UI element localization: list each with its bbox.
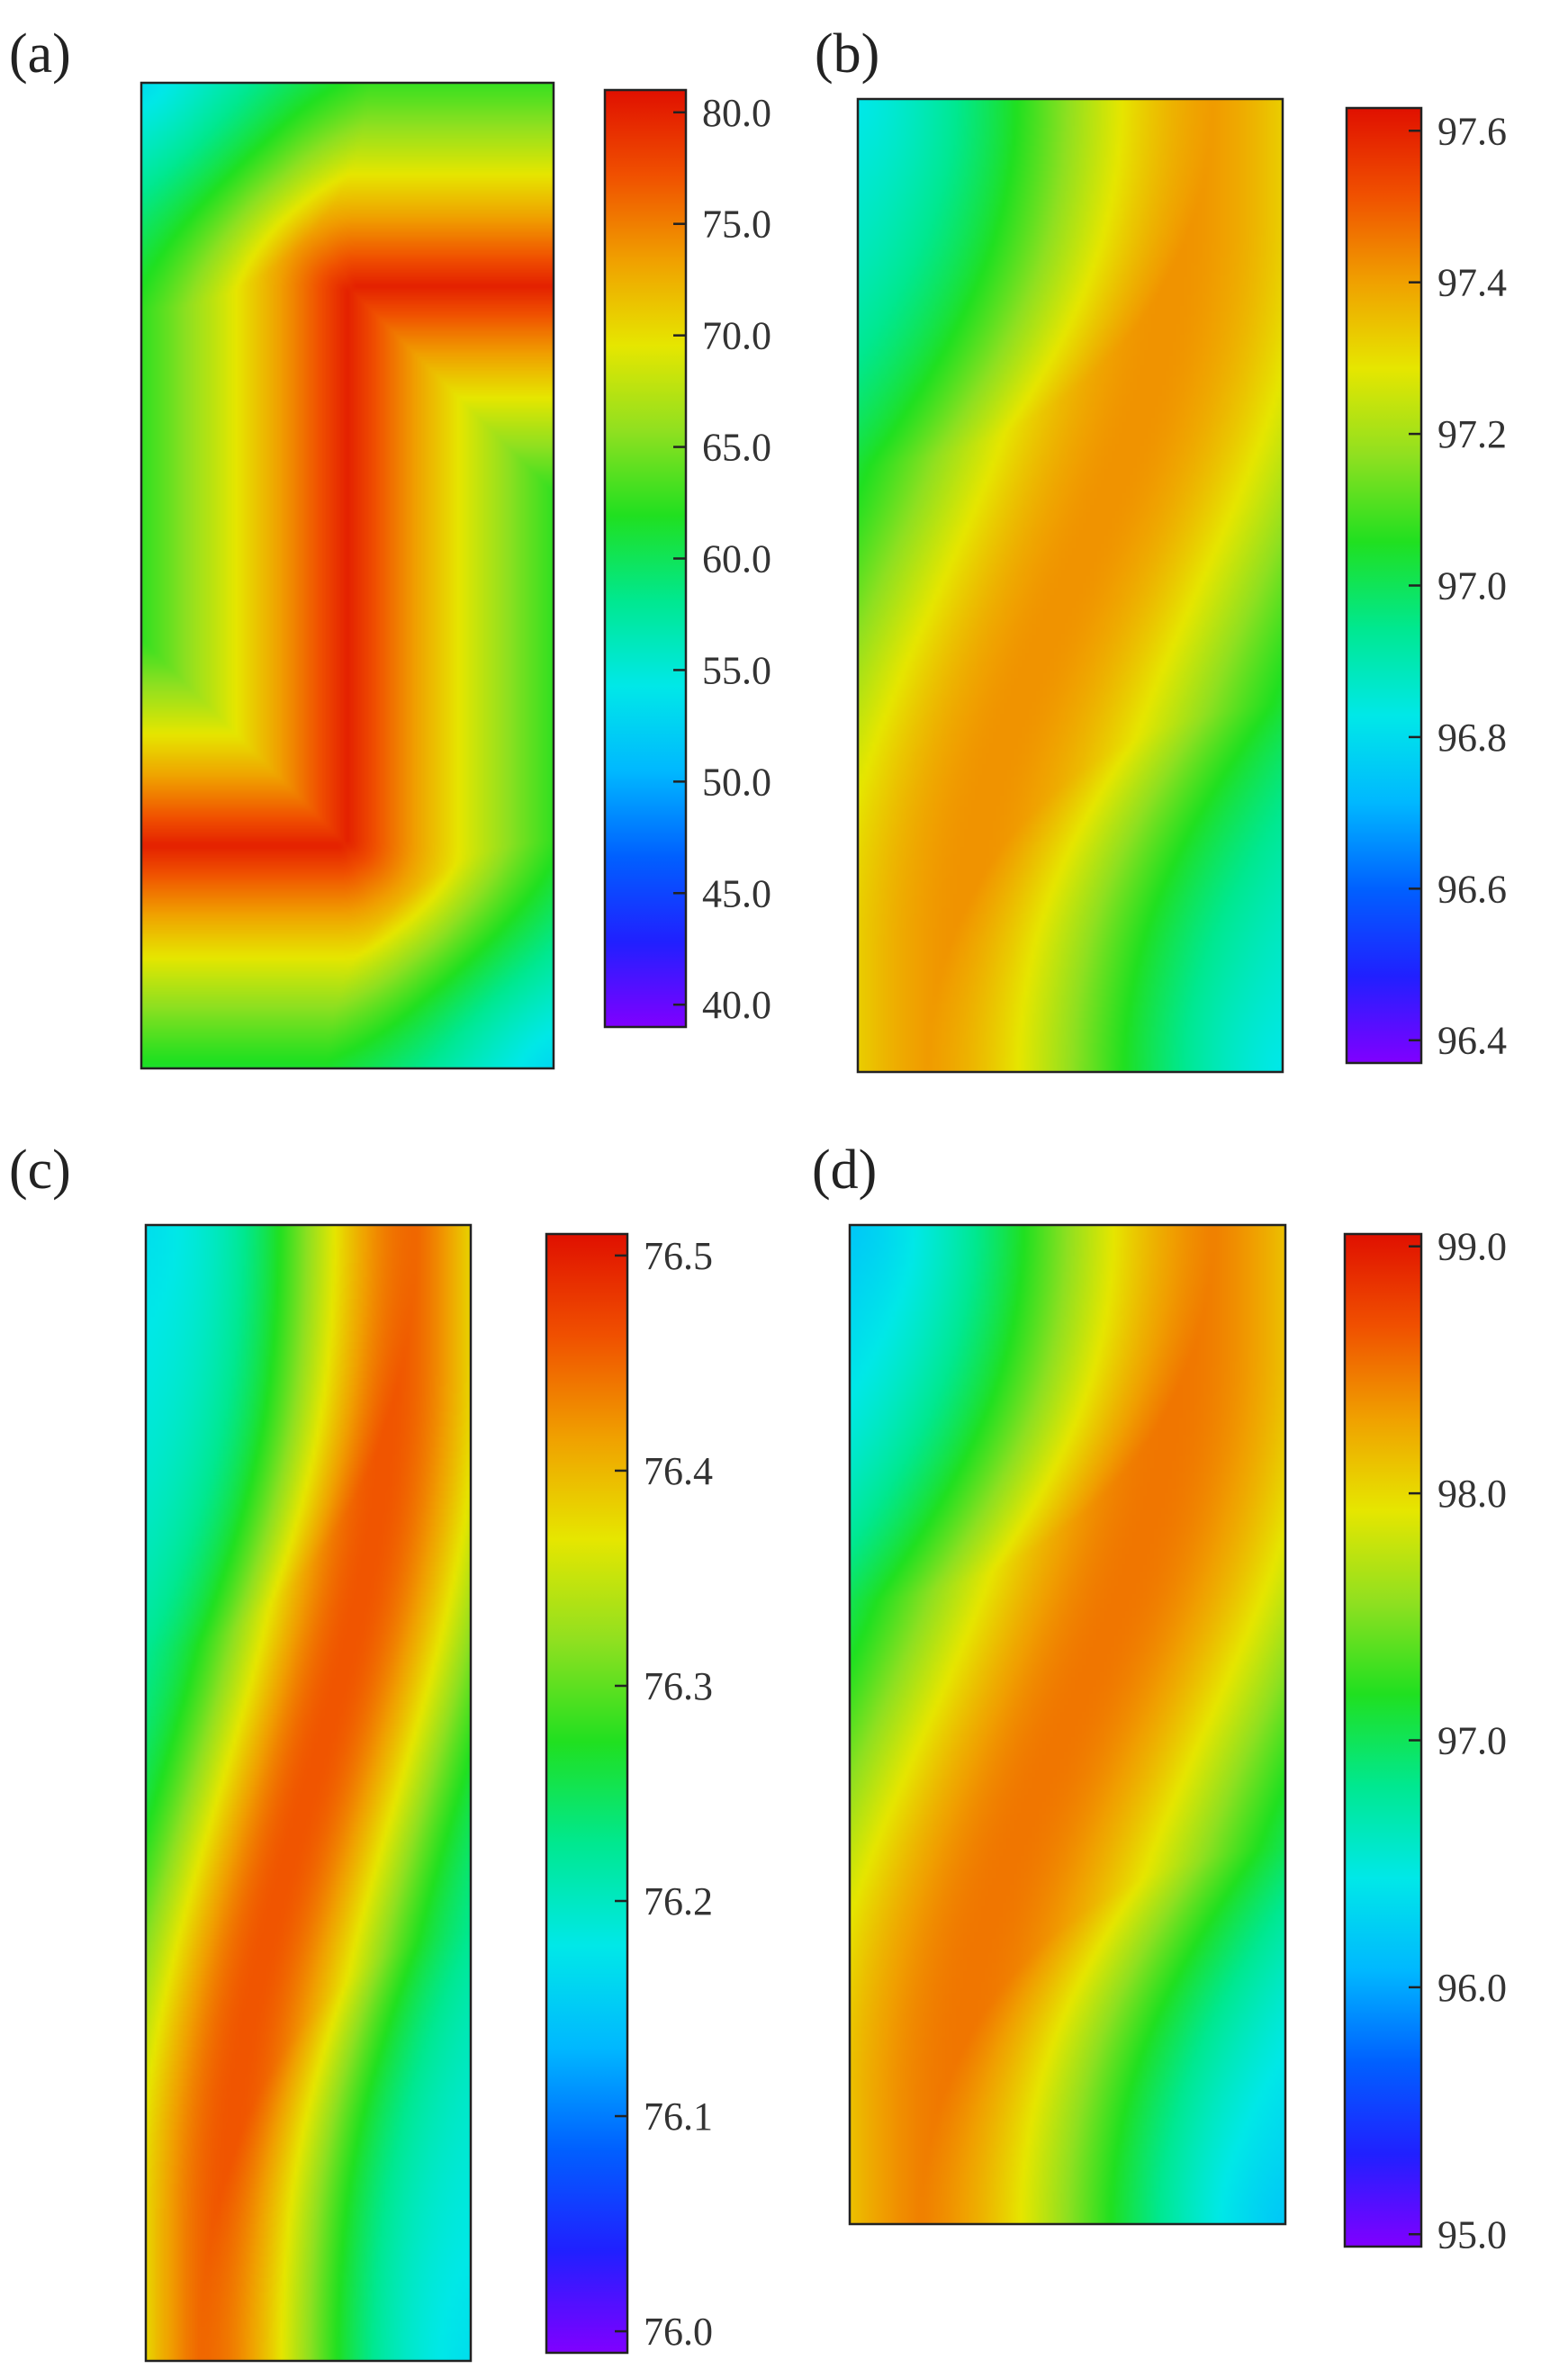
colorbar-tick-label-c: 76.3 [644,1664,713,1708]
colorbar-tick-label-a: 65.0 [702,426,771,470]
colorbar-tick-label-a: 55.0 [702,648,771,692]
colorbar-gradient-a [603,88,688,1029]
colorbar-tick-label-d: 95.0 [1437,2212,1507,2256]
colorbar-tick-label-d: 97.0 [1437,1719,1507,1763]
panel-d: (d) 99.0 98.0 97.0 96.0 95.0 [812,1139,1507,2256]
colorbar-tick-label-d: 98.0 [1437,1472,1507,1516]
colorbar-tick-label-a: 75.0 [702,203,771,247]
colorbar-tick-label-a: 60.0 [702,537,771,581]
panel-label-c: (c) [9,1139,71,1201]
heatmap-field-b [858,99,1283,1072]
panel-c: (c) 76.5 76.4 76.3 76.2 76.1 76.0 [9,1139,713,2363]
colorbar-tick-label-d: 99.0 [1437,1225,1507,1269]
panel-b: (b) 97.6 97.4 97.2 97.0 96.8 96.6 96.4 [815,23,1507,1074]
colorbar-gradient-d [1343,1232,1423,2248]
colorbar-tick-label-b: 96.6 [1437,867,1507,911]
colorbar-tick-label-b: 96.4 [1437,1019,1507,1063]
colorbar-tick-label-a: 70.0 [702,314,771,358]
colorbar-tick-label-b: 97.2 [1437,412,1507,456]
heatmap-frame-b [856,97,1284,1074]
colorbar-tick-label-d: 96.0 [1437,1966,1507,2010]
heatmap-frame-c [144,1223,473,2363]
heatmap-frame-a [140,81,555,1070]
colorbar-tick-label-b: 97.4 [1437,261,1507,305]
panel-a: (a) 80.0 75.0 70.0 65.0 60.0 55.0 50.0 45.0 40.0 [9,23,771,1070]
heatmap-a [140,81,555,1070]
colorbar-tick-label-a: 80.0 [702,91,771,135]
heatmap-b [856,97,1284,1074]
colorbar-a: 80.0 75.0 70.0 65.0 60.0 55.0 50.0 45.0 40.0 [603,88,771,1029]
colorbar-b: 97.6 97.4 97.2 97.0 96.8 96.6 96.4 [1345,106,1507,1065]
colorbar-tick-label-a: 45.0 [702,871,771,915]
colorbar-tick-label-a: 40.0 [702,983,771,1027]
colorbar-tick-label-c: 76.0 [644,2310,713,2354]
colorbar-tick-label-b: 96.8 [1437,716,1507,760]
colorbar-gradient-c [545,1232,629,2355]
colorbar-tick-label-b: 97.6 [1437,109,1507,153]
colorbar-tick-label-a: 50.0 [702,760,771,804]
heatmap-field-c [146,1225,471,2361]
colorbar-d: 99.0 98.0 97.0 96.0 95.0 [1343,1225,1507,2256]
heatmap-d [848,1223,1287,2226]
colorbar-tick-label-c: 76.5 [644,1234,713,1278]
heatmap-field-d [850,1225,1285,2224]
panel-label-a: (a) [9,23,71,85]
heatmap-field-a [141,83,554,1068]
colorbar-tick-label-c: 76.1 [644,2094,713,2139]
colorbar-tick-label-c: 76.2 [644,1879,713,1923]
colorbar-tick-label-b: 97.0 [1437,564,1507,608]
panel-label-b: (b) [815,23,879,85]
colorbar-tick-label-c: 76.4 [644,1449,713,1493]
heatmap-frame-d [848,1223,1287,2226]
colorbar-c: 76.5 76.4 76.3 76.2 76.1 76.0 [545,1232,713,2355]
panel-label-d: (d) [812,1139,877,1201]
heatmap-c [144,1223,473,2363]
